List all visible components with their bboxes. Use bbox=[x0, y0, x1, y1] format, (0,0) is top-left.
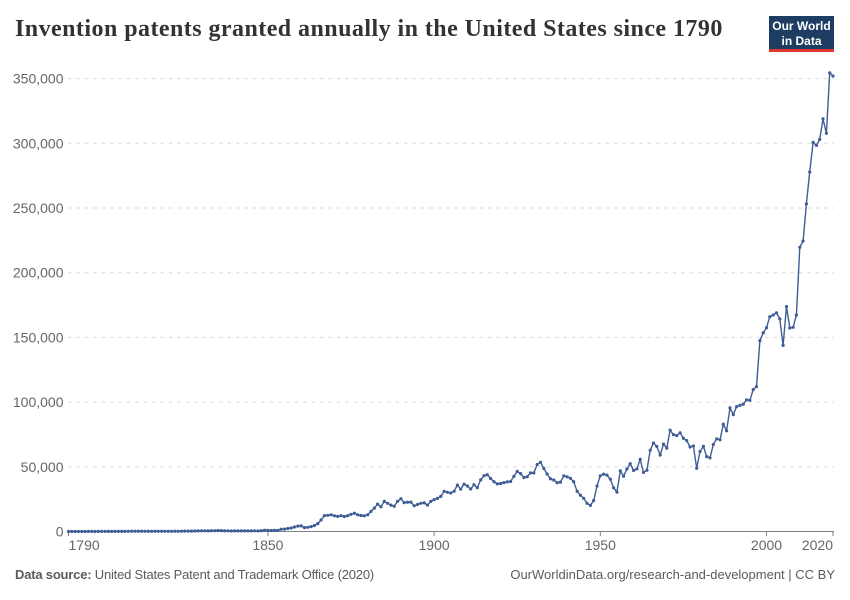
svg-text:200,000: 200,000 bbox=[13, 265, 64, 281]
svg-text:50,000: 50,000 bbox=[21, 459, 64, 475]
svg-text:100,000: 100,000 bbox=[13, 394, 64, 410]
svg-text:1950: 1950 bbox=[585, 537, 616, 553]
svg-text:1850: 1850 bbox=[252, 537, 283, 553]
svg-text:350,000: 350,000 bbox=[13, 71, 64, 87]
svg-text:300,000: 300,000 bbox=[13, 135, 64, 151]
svg-text:2020: 2020 bbox=[802, 537, 833, 553]
svg-text:1790: 1790 bbox=[69, 537, 100, 553]
svg-text:0: 0 bbox=[56, 524, 64, 540]
svg-text:250,000: 250,000 bbox=[13, 200, 64, 216]
svg-text:150,000: 150,000 bbox=[13, 329, 64, 345]
svg-text:2000: 2000 bbox=[751, 537, 782, 553]
svg-text:1900: 1900 bbox=[419, 537, 450, 553]
